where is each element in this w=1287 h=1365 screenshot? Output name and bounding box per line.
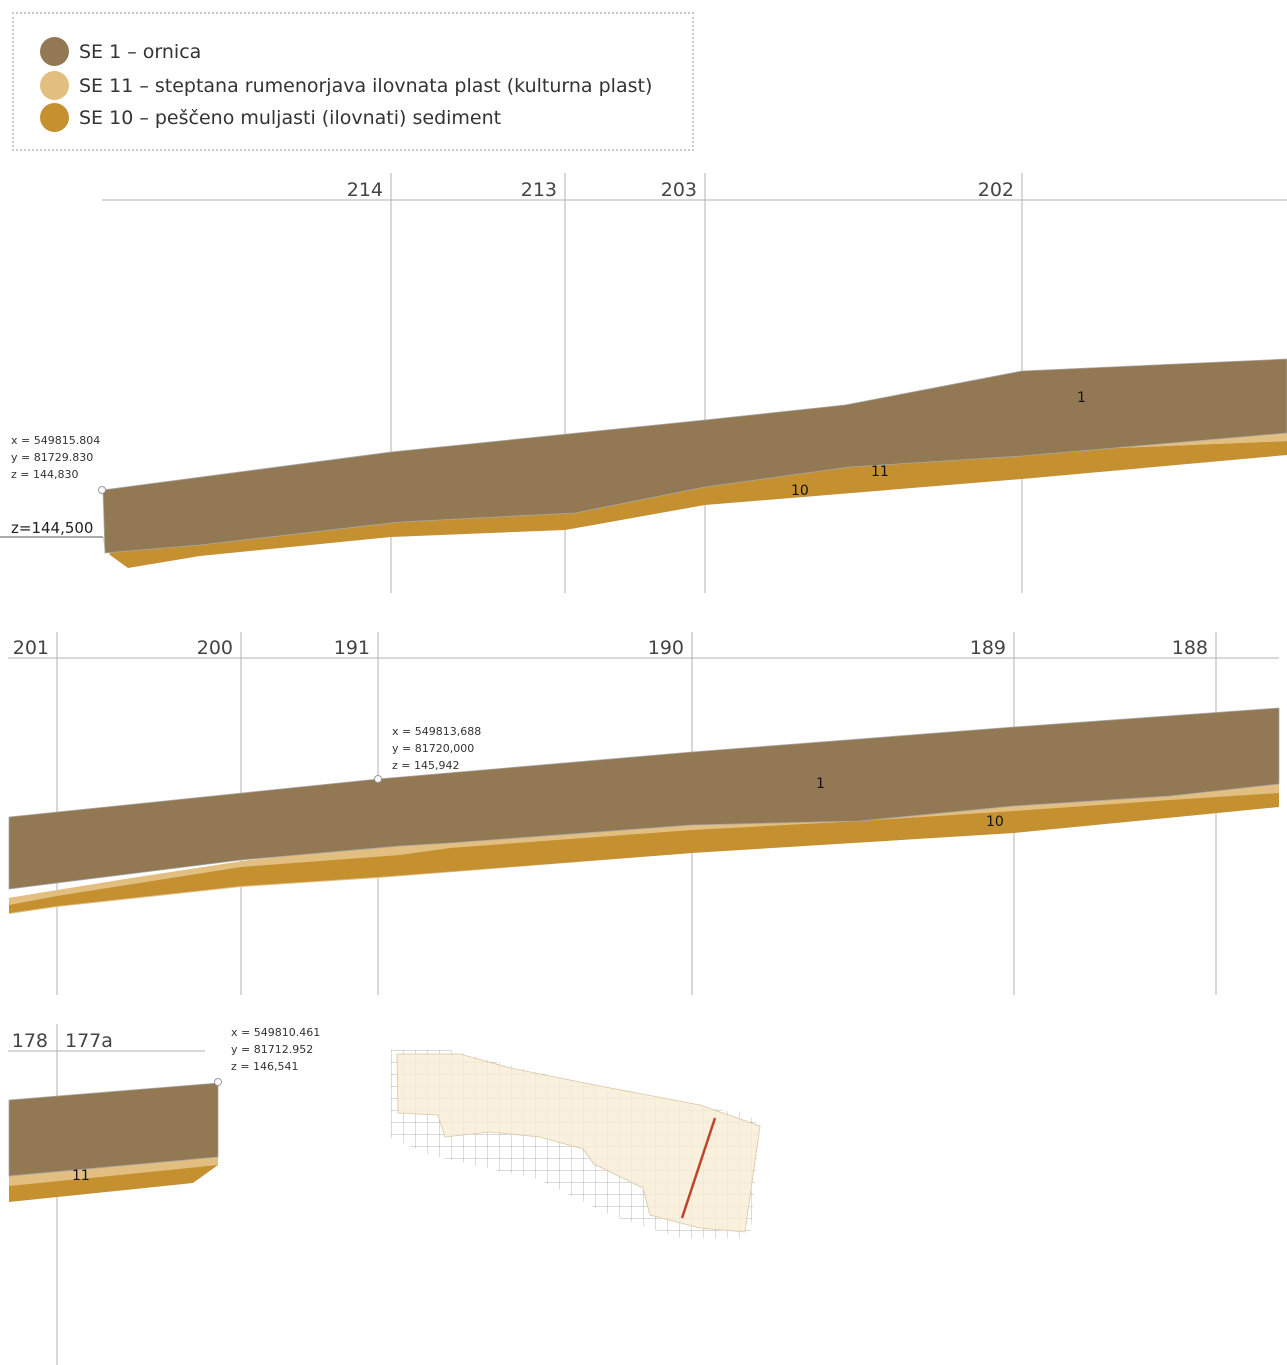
marker-label: 178 bbox=[12, 1030, 48, 1052]
site-plan-inset bbox=[391, 1050, 761, 1238]
section-line bbox=[680, 1117, 717, 1219]
marker-label: 202 bbox=[978, 179, 1014, 201]
se11-swatch bbox=[40, 71, 69, 100]
marker-label: 189 bbox=[970, 637, 1006, 659]
marker-label: 214 bbox=[347, 179, 383, 201]
layer-label: 11 bbox=[72, 1168, 90, 1184]
marker-label: 201 bbox=[13, 637, 49, 659]
se10-swatch bbox=[40, 103, 69, 132]
coord-y: y = 81720,000 bbox=[392, 742, 474, 755]
legend-label: SE 1 – ornica bbox=[79, 40, 202, 63]
layer-se1 bbox=[102, 358, 1287, 554]
profile-2: 201 200 191 190 189 188 x = 549813,688 y… bbox=[8, 632, 1280, 995]
marker-label: 190 bbox=[648, 637, 684, 659]
legend-item-se1: SE 1 – ornica bbox=[40, 37, 201, 66]
coordinate-point bbox=[98, 486, 106, 494]
coordinate-point bbox=[214, 1078, 222, 1086]
coord-y: y = 81729.830 bbox=[11, 451, 93, 464]
layer-se11 bbox=[9, 784, 1279, 905]
profile-1: 214 213 203 202 x = 549815.804 y = 81729… bbox=[0, 173, 1287, 593]
layer-label: 10 bbox=[986, 814, 1004, 830]
legend-item-se10: SE 10 – peščeno muljasti (ilovnati) sedi… bbox=[40, 103, 501, 132]
coord-x: x = 549810.461 bbox=[231, 1026, 320, 1039]
excavation-area bbox=[396, 1053, 761, 1233]
layer-se1 bbox=[8, 707, 1280, 890]
layer-label: 1 bbox=[1077, 390, 1086, 406]
marker-label: 177a bbox=[65, 1030, 113, 1052]
marker-label: 191 bbox=[334, 637, 370, 659]
profile-3: 178 177a x = 549810.461 y = 81712.952 z … bbox=[8, 1024, 320, 1365]
legend: SE 1 – ornica SE 11 – steptana rumenorja… bbox=[12, 12, 694, 151]
marker-label: 203 bbox=[661, 179, 697, 201]
marker-label: 188 bbox=[1172, 637, 1208, 659]
legend-item-se11: SE 11 – steptana rumenorjava ilovnata pl… bbox=[40, 71, 652, 100]
legend-label: SE 10 – peščeno muljasti (ilovnati) sedi… bbox=[79, 106, 502, 129]
layer-se1 bbox=[8, 1082, 219, 1177]
layer-se11 bbox=[9, 1157, 218, 1186]
coord-z: z = 145,942 bbox=[392, 759, 459, 772]
coordinate-point bbox=[374, 775, 382, 783]
legend-label: SE 11 – steptana rumenorjava ilovnata pl… bbox=[79, 74, 653, 97]
z-level-label: z=144,500 bbox=[11, 519, 93, 537]
marker-label: 213 bbox=[521, 179, 557, 201]
coord-x: x = 549813,688 bbox=[392, 725, 481, 738]
se1-swatch bbox=[40, 37, 69, 66]
coord-y: y = 81712.952 bbox=[231, 1043, 313, 1056]
layer-se10 bbox=[103, 441, 1287, 568]
coord-x: x = 549815.804 bbox=[11, 434, 100, 447]
marker-label: 200 bbox=[197, 637, 233, 659]
layer-label: 1 bbox=[816, 776, 825, 792]
layer-label: 11 bbox=[871, 464, 889, 480]
coord-z: z = 146,541 bbox=[231, 1060, 298, 1073]
coord-z: z = 144,830 bbox=[11, 468, 78, 481]
layer-se10 bbox=[9, 793, 1279, 913]
layer-label: 10 bbox=[791, 483, 809, 499]
